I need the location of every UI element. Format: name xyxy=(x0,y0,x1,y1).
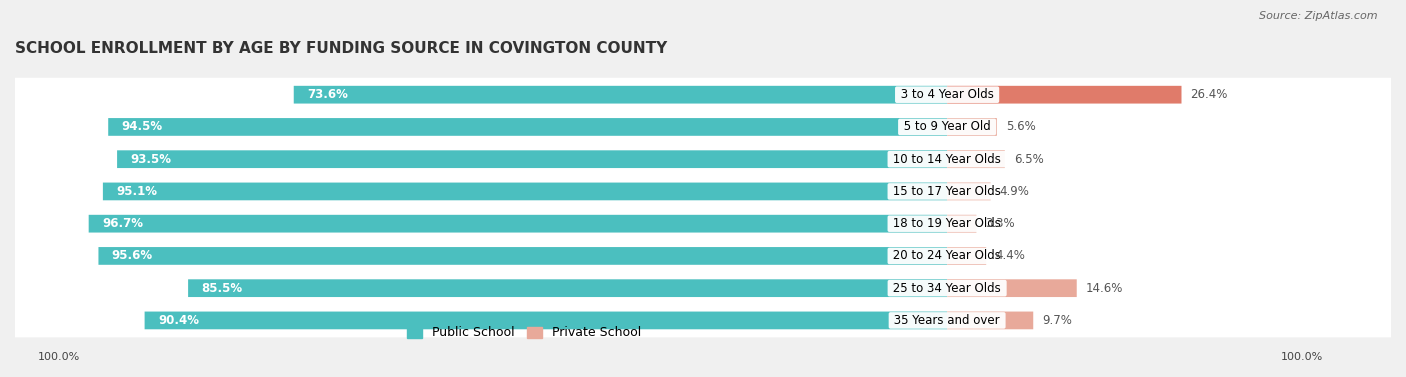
Text: 93.5%: 93.5% xyxy=(131,153,172,166)
Text: SCHOOL ENROLLMENT BY AGE BY FUNDING SOURCE IN COVINGTON COUNTY: SCHOOL ENROLLMENT BY AGE BY FUNDING SOUR… xyxy=(15,41,668,57)
Text: 95.6%: 95.6% xyxy=(111,250,153,262)
Text: 4.9%: 4.9% xyxy=(1000,185,1029,198)
Text: 95.1%: 95.1% xyxy=(117,185,157,198)
Text: 85.5%: 85.5% xyxy=(201,282,243,295)
Text: 9.7%: 9.7% xyxy=(1042,314,1071,327)
FancyBboxPatch shape xyxy=(294,86,948,104)
Text: 73.6%: 73.6% xyxy=(307,88,347,101)
FancyBboxPatch shape xyxy=(14,303,1406,337)
FancyBboxPatch shape xyxy=(948,215,976,233)
FancyBboxPatch shape xyxy=(14,175,1406,208)
FancyBboxPatch shape xyxy=(98,247,948,265)
Text: 35 Years and over: 35 Years and over xyxy=(890,314,1004,327)
FancyBboxPatch shape xyxy=(14,142,1406,176)
Text: 96.7%: 96.7% xyxy=(103,217,143,230)
FancyBboxPatch shape xyxy=(948,279,1077,297)
FancyBboxPatch shape xyxy=(14,110,1406,144)
FancyBboxPatch shape xyxy=(117,150,948,168)
Text: 94.5%: 94.5% xyxy=(121,120,163,133)
Text: 4.4%: 4.4% xyxy=(995,250,1025,262)
FancyBboxPatch shape xyxy=(14,78,1406,112)
Text: 25 to 34 Year Olds: 25 to 34 Year Olds xyxy=(890,282,1005,295)
FancyBboxPatch shape xyxy=(103,182,948,200)
FancyBboxPatch shape xyxy=(948,150,1005,168)
Text: 90.4%: 90.4% xyxy=(157,314,198,327)
Text: 18 to 19 Year Olds: 18 to 19 Year Olds xyxy=(890,217,1005,230)
FancyBboxPatch shape xyxy=(89,215,948,233)
Text: Source: ZipAtlas.com: Source: ZipAtlas.com xyxy=(1260,11,1378,21)
Text: 26.4%: 26.4% xyxy=(1191,88,1227,101)
Text: 15 to 17 Year Olds: 15 to 17 Year Olds xyxy=(890,185,1005,198)
Legend: Public School, Private School: Public School, Private School xyxy=(402,321,647,344)
Text: 10 to 14 Year Olds: 10 to 14 Year Olds xyxy=(890,153,1005,166)
FancyBboxPatch shape xyxy=(948,247,986,265)
FancyBboxPatch shape xyxy=(14,239,1406,273)
FancyBboxPatch shape xyxy=(14,207,1406,241)
FancyBboxPatch shape xyxy=(948,118,997,136)
FancyBboxPatch shape xyxy=(145,311,948,329)
Text: 20 to 24 Year Olds: 20 to 24 Year Olds xyxy=(890,250,1005,262)
Text: 14.6%: 14.6% xyxy=(1085,282,1123,295)
FancyBboxPatch shape xyxy=(188,279,948,297)
Text: 3.3%: 3.3% xyxy=(986,217,1015,230)
FancyBboxPatch shape xyxy=(948,311,1033,329)
Text: 5.6%: 5.6% xyxy=(1005,120,1035,133)
Text: 6.5%: 6.5% xyxy=(1014,153,1043,166)
FancyBboxPatch shape xyxy=(948,86,1181,104)
FancyBboxPatch shape xyxy=(14,271,1406,305)
FancyBboxPatch shape xyxy=(108,118,948,136)
FancyBboxPatch shape xyxy=(948,182,991,200)
Text: 3 to 4 Year Olds: 3 to 4 Year Olds xyxy=(897,88,997,101)
Text: 5 to 9 Year Old: 5 to 9 Year Old xyxy=(900,120,994,133)
